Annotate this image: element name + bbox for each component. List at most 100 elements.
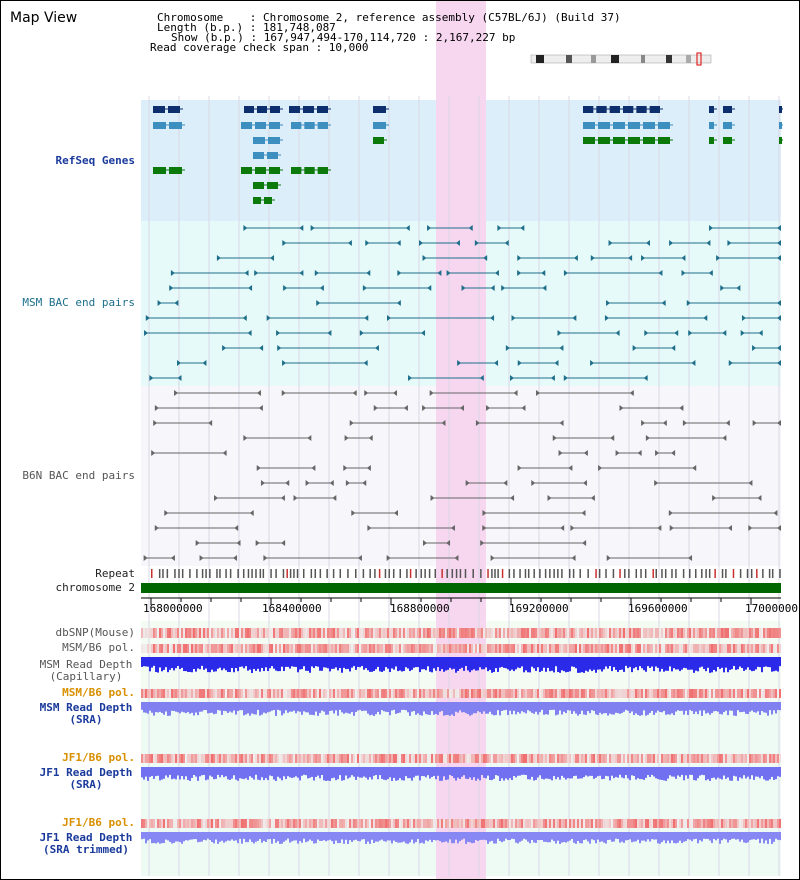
track-label-msm-pol-1[interactable]: MSM/B6 pol. [62, 641, 135, 654]
heat-cell [673, 644, 675, 653]
track-label-b6n-bac[interactable]: B6N BAC end pairs [22, 469, 135, 482]
gene-exon [253, 152, 264, 159]
depth-bar [423, 657, 425, 670]
heat-cell [671, 754, 673, 763]
depth-bar [417, 702, 419, 714]
heat-cell [261, 644, 263, 653]
depth-bar [279, 702, 281, 711]
heat-cell [701, 819, 703, 828]
heat-cell [405, 819, 407, 828]
track-label-msm-depth-cap[interactable]: MSM Read Depth (Capillary) [31, 659, 141, 683]
heat-cell [211, 628, 213, 638]
repeat-mark [355, 569, 357, 578]
heat-cell [377, 754, 379, 763]
depth-bar [325, 702, 327, 715]
heat-cell [629, 628, 631, 638]
heat-cell [201, 689, 203, 698]
depth-bar [305, 657, 307, 671]
heat-cell [591, 628, 593, 638]
heat-cell [593, 819, 595, 828]
track-label-jf1-pol-2[interactable]: JF1/B6 pol. [62, 816, 135, 829]
heat-cell [481, 628, 483, 638]
track-label-msm-pol-2[interactable]: MSM/B6 pol. [62, 686, 135, 699]
track-label-jf1-depth-sra[interactable]: JF1 Read Depth (SRA) [31, 767, 141, 791]
heat-cell [657, 628, 659, 638]
heat-cell [689, 689, 691, 698]
depth-bar [657, 832, 659, 844]
depth-bar [413, 767, 415, 778]
track-label-dbsnp[interactable]: dbSNP(Mouse) [55, 626, 135, 639]
heat-cell [685, 644, 687, 653]
heat-cell [713, 689, 715, 698]
depth-bar [537, 657, 539, 668]
depth-bar [557, 702, 559, 715]
heat-cell [197, 644, 199, 653]
depth-bar [695, 657, 697, 671]
msm-bac-end [777, 345, 781, 351]
heat-cell [463, 689, 465, 698]
heat-cell [335, 689, 337, 698]
depth-bar [691, 702, 693, 712]
heat-cell [463, 819, 465, 828]
heat-cell [751, 819, 753, 828]
depth-bar [225, 702, 227, 712]
track-label-msm-depth-sra[interactable]: MSM Read Depth (SRA) [31, 702, 141, 726]
depth-bar [287, 767, 289, 777]
heat-cell [313, 628, 315, 638]
heat-cell [305, 689, 307, 698]
depth-bar [419, 832, 421, 844]
track-label-msm-bac[interactable]: MSM BAC end pairs [22, 296, 135, 309]
heat-cell [463, 754, 465, 763]
heat-cell [453, 644, 455, 653]
track-label-repeat[interactable]: Repeat [95, 567, 135, 580]
heat-cell [409, 689, 411, 698]
heat-cell [543, 689, 545, 698]
heat-cell [689, 628, 691, 638]
msm-bac-end [169, 285, 174, 291]
heat-cell [321, 628, 323, 638]
msm-bac-end [316, 300, 321, 306]
depth-bar [719, 702, 721, 714]
depth-bar [739, 767, 741, 778]
depth-bar [645, 657, 647, 672]
heat-cell [395, 819, 397, 828]
depth-bar [217, 767, 219, 775]
heat-cell [675, 754, 677, 763]
heat-cell [687, 628, 689, 638]
depth-bar [207, 657, 209, 673]
heat-cell [631, 628, 633, 638]
gene-exon [253, 197, 261, 204]
b6n-bac-end [475, 420, 480, 426]
heat-cell [431, 644, 433, 653]
depth-bar [453, 657, 455, 669]
depth-bar [195, 832, 197, 840]
depth-bar [235, 702, 237, 715]
heat-cell [777, 754, 779, 763]
track-label-jf1-depth-trim[interactable]: JF1 Read Depth (SRA trimmed) [31, 832, 141, 856]
track-label-refseq[interactable]: RefSeq Genes [55, 154, 135, 167]
b6n-bac-end [748, 480, 753, 486]
depth-bar [599, 767, 601, 776]
depth-bar [535, 767, 537, 780]
depth-bar [341, 702, 343, 713]
heat-cell [487, 628, 489, 638]
heat-cell [773, 819, 775, 828]
depth-bar [701, 767, 703, 775]
heat-cell [389, 644, 391, 653]
depth-bar [383, 767, 385, 780]
depth-bar [595, 767, 597, 778]
depth-bar [615, 702, 617, 713]
heat-cell [451, 819, 453, 828]
depth-bar [149, 657, 151, 672]
heat-cell [597, 689, 599, 698]
depth-bar [221, 767, 223, 776]
heat-cell [523, 754, 525, 763]
depth-bar [335, 702, 337, 711]
depth-bar [355, 657, 357, 670]
depth-bar [369, 767, 371, 778]
heat-cell [431, 754, 433, 763]
heat-cell [591, 689, 593, 698]
depth-bar [543, 832, 545, 842]
track-label-jf1-pol-1[interactable]: JF1/B6 pol. [62, 751, 135, 764]
heat-cell [161, 754, 163, 763]
